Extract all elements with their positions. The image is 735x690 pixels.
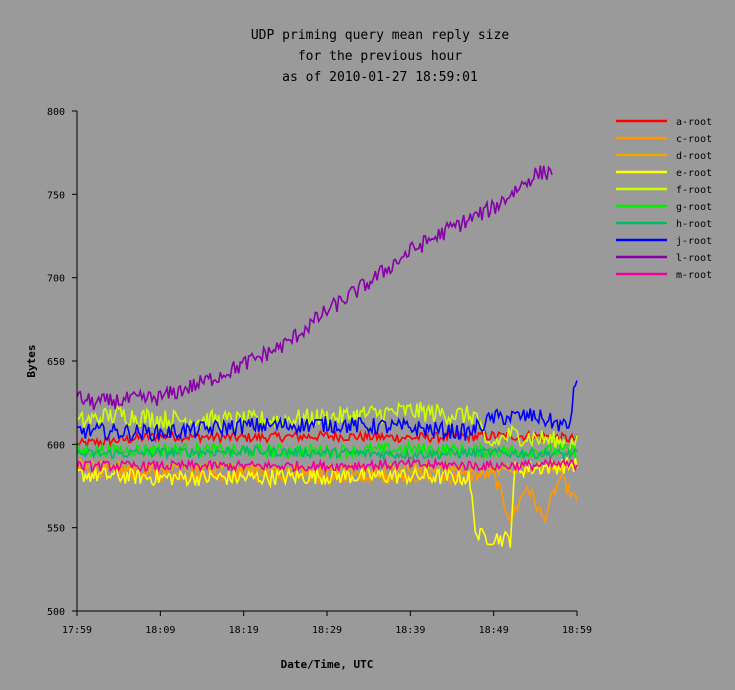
x-tick-label: 18:49 — [479, 625, 509, 636]
axis-layer: 500 550 600 650 700 750 800 17:59 18:09 18:19 18:2… — [47, 107, 592, 636]
y-tick-label: 650 — [47, 357, 65, 368]
title-line-2: for the previous hour — [298, 49, 463, 64]
series-line-j-root — [76, 380, 578, 442]
y-tick-label: 750 — [47, 190, 65, 201]
x-tick-label: 18:59 — [562, 625, 592, 636]
legend-entry-c-root: c-root — [616, 134, 712, 145]
x-tick-label: 18:39 — [395, 625, 425, 636]
legend-label: a-root — [676, 117, 712, 128]
legend-label: g-root — [676, 202, 712, 213]
series-line-e-root — [76, 457, 578, 548]
chart-title: UDP priming query mean reply size for th… — [251, 28, 509, 85]
title-line-3: as of 2010-01-27 18:59:01 — [282, 70, 478, 85]
legend-entry-m-root: m-root — [616, 270, 712, 281]
legend-label: e-root — [676, 168, 712, 179]
legend-label: d-root — [676, 151, 712, 162]
y-tick-label: 600 — [47, 440, 65, 451]
x-tick-label: 18:29 — [312, 625, 342, 636]
series-line-g-root — [76, 440, 578, 461]
title-line-1: UDP priming query mean reply size — [251, 28, 509, 43]
series-line-a-root — [76, 429, 578, 450]
x-tick-label: 17:59 — [62, 625, 92, 636]
series-line-l-root — [76, 165, 553, 411]
y-tick-label: 800 — [47, 107, 65, 118]
series-line-f-root — [76, 401, 578, 452]
legend-entry-l-root: l-root — [616, 253, 712, 264]
legend-entry-e-root: e-root — [616, 168, 712, 179]
y-tick-label: 700 — [47, 274, 65, 285]
series-line-h-root — [76, 444, 578, 462]
y-tick-label: 500 — [47, 607, 65, 618]
series-line-m-root — [76, 456, 578, 474]
y-tick-label: 550 — [47, 524, 65, 535]
y-axis-label: Bytes — [25, 344, 38, 377]
legend-label: f-root — [676, 185, 712, 196]
legend-label: c-root — [676, 134, 712, 145]
legend-label: j-root — [676, 236, 712, 247]
x-tick-label: 18:09 — [145, 625, 175, 636]
legend-label: l-root — [676, 253, 712, 264]
series-layer — [76, 165, 578, 548]
legend-entry-h-root: h-root — [616, 219, 712, 230]
legend: a-root c-root d-root e-root f-root g-root h-ro… — [616, 117, 712, 281]
legend-entry-f-root: f-root — [616, 185, 712, 196]
legend-entry-d-root: d-root — [616, 151, 712, 162]
legend-entry-g-root: g-root — [616, 202, 712, 213]
legend-label: m-root — [676, 270, 712, 281]
x-axis-label: Date/Time, UTC — [281, 658, 374, 671]
x-tick-label: 18:19 — [229, 625, 259, 636]
legend-entry-a-root: a-root — [616, 117, 712, 128]
legend-entry-j-root: j-root — [616, 236, 712, 247]
legend-label: h-root — [676, 219, 712, 230]
